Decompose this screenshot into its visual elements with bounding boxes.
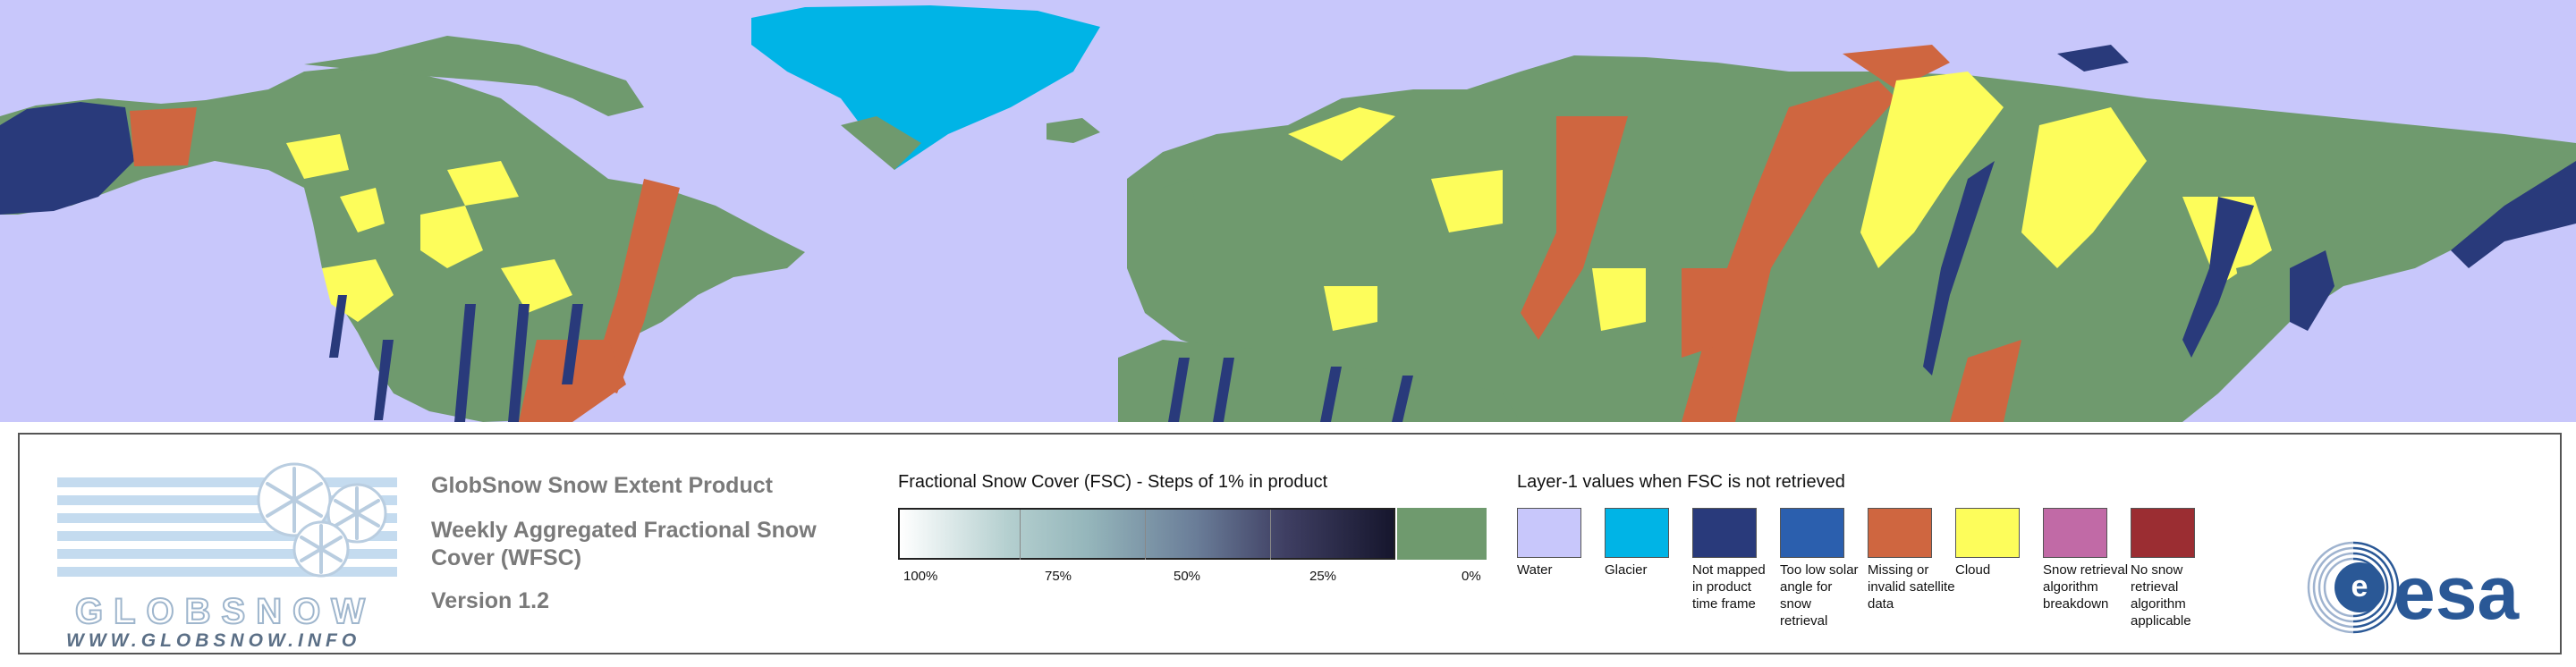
alaska-missing-data <box>130 107 197 166</box>
label-water: Water <box>1517 562 1553 578</box>
fsc-label-100: 100% <box>903 569 938 584</box>
logo-stripe <box>57 531 397 541</box>
globsnow-url: WWW.GLOBSNOW.INFO <box>66 630 361 651</box>
fsc-label-25: 25% <box>1309 569 1337 584</box>
north-america-cloud <box>286 134 572 322</box>
label-glacier: Glacier <box>1605 562 1648 578</box>
label-not-mapped: Not mapped in product time frame <box>1692 562 1766 612</box>
fsc-label-50: 50% <box>1174 569 1201 584</box>
globsnow-wordmark: GLOBSNOW <box>74 591 376 632</box>
swatch-glacier <box>1605 508 1669 558</box>
svg-text:e: e <box>2351 570 2368 604</box>
eurasia-not-mapped-stripes <box>1168 45 2576 422</box>
north-america-not-mapped-stripes <box>329 295 583 422</box>
swatch-no-algorithm <box>2131 508 2195 558</box>
fsc-scale-title: Fractional Snow Cover (FSC) - Steps of 1… <box>898 472 1328 492</box>
product-title: GlobSnow Snow Extent Product <box>431 473 773 498</box>
korea-region <box>2236 259 2272 313</box>
fsc-label-0: 0% <box>1462 569 1481 584</box>
swatch-missing-data <box>1868 508 1932 558</box>
eurasia-cloud <box>1288 72 2272 331</box>
british-isles <box>1163 179 1199 241</box>
fsc-tick <box>1020 510 1021 560</box>
swatch-water <box>1517 508 1581 558</box>
japan <box>2290 250 2334 331</box>
product-version: Version 1.2 <box>431 588 550 613</box>
greenland-glacier <box>751 5 1100 170</box>
logo-stripe <box>57 495 397 505</box>
logo-stripe <box>57 477 397 487</box>
map-canvas <box>0 5 2576 422</box>
fsc-gradient-bar <box>898 508 1395 560</box>
label-missing-data: Missing or invalid satellite data <box>1868 562 1955 612</box>
swatch-algorithm-breakdown <box>2043 508 2107 558</box>
esa-logo: e esa <box>2304 538 2563 637</box>
logo-stripe <box>57 567 397 577</box>
product-subtitle: Weekly Aggregated Fractional Snow Cover … <box>431 518 817 570</box>
alaska-not-mapped <box>0 102 134 215</box>
snow-cover-map <box>0 0 2576 422</box>
legend-panel: GLOBSNOW WWW.GLOBSNOW.INFO GlobSnow Snow… <box>18 433 2562 654</box>
snowflake-icon <box>257 462 387 578</box>
swatch-not-mapped <box>1692 508 1757 558</box>
logo-stripe <box>57 513 397 523</box>
fsc-label-75: 75% <box>1045 569 1072 584</box>
fsc-tick <box>1145 510 1146 560</box>
esa-emblem-icon: e esa <box>2304 538 2520 637</box>
fsc-zero-swatch <box>1397 508 1487 560</box>
label-no-algorithm: No snow retrieval algorithm applicable <box>2131 562 2191 629</box>
label-low-solar-angle: Too low solar angle for snow retrieval <box>1780 562 1859 629</box>
arctic-islands <box>304 36 644 116</box>
layer1-title: Layer-1 values when FSC is not retrieved <box>1517 472 1845 492</box>
esa-wordmark: esa <box>2394 551 2520 635</box>
swatch-low-solar-angle <box>1780 508 1844 558</box>
greenland-coast <box>841 116 921 170</box>
north-america-landmass <box>0 64 805 422</box>
label-algorithm-breakdown: Snow retrieval algorithm breakdown <box>2043 562 2129 612</box>
fsc-tick <box>1270 510 1271 560</box>
canada-missing-data <box>590 179 680 393</box>
eurasia-missing-data <box>1521 45 2021 422</box>
iceland <box>1046 118 1100 143</box>
logo-stripe <box>57 549 397 559</box>
globsnow-logo: GLOBSNOW WWW.GLOBSNOW.INFO <box>39 451 397 651</box>
swatch-cloud <box>1955 508 2020 558</box>
label-cloud: Cloud <box>1955 562 1991 578</box>
eurasia-landmass <box>1127 55 2576 422</box>
